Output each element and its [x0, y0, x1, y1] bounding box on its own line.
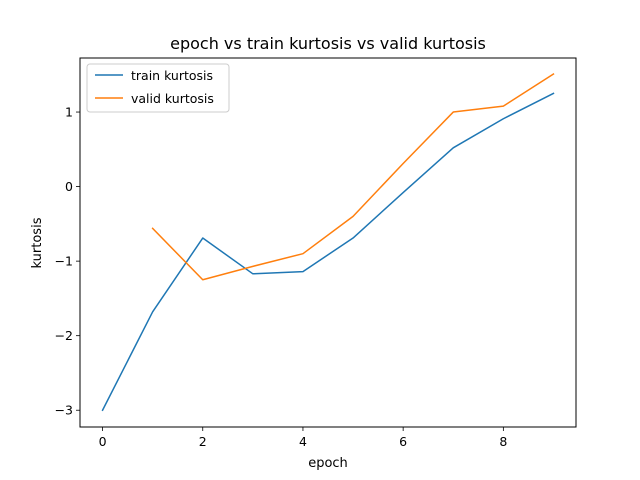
chart-title: epoch vs train kurtosis vs valid kurtosi…	[170, 34, 486, 53]
x-tick-label: 8	[499, 434, 507, 449]
x-tick-label: 4	[299, 434, 307, 449]
x-axis-ticks: 0 2 4 6 8	[99, 427, 507, 449]
y-tick-label: 1	[65, 105, 73, 120]
y-axis-ticks: −3 −2 −1 0 1	[55, 105, 80, 418]
y-tick-label: −3	[55, 403, 73, 418]
x-tick-label: 0	[99, 434, 107, 449]
x-tick-label: 6	[399, 434, 407, 449]
legend-frame	[86, 63, 230, 113]
legend-label-valid-kurtosis: valid kurtosis	[131, 91, 214, 106]
legend: train kurtosis valid kurtosis	[86, 63, 230, 113]
series-layer	[101, 72, 555, 412]
y-axis-label: kurtosis	[30, 217, 45, 268]
y-tick-label: 0	[65, 179, 73, 194]
y-tick-label: −2	[55, 328, 73, 343]
series-line-train-kurtosis	[101, 92, 555, 412]
plot-area-frame	[79, 57, 577, 428]
x-tick-label: 2	[199, 434, 207, 449]
x-axis-label: epoch	[308, 456, 348, 471]
legend-label-train-kurtosis: train kurtosis	[131, 68, 213, 83]
y-tick-label: −1	[55, 254, 73, 269]
